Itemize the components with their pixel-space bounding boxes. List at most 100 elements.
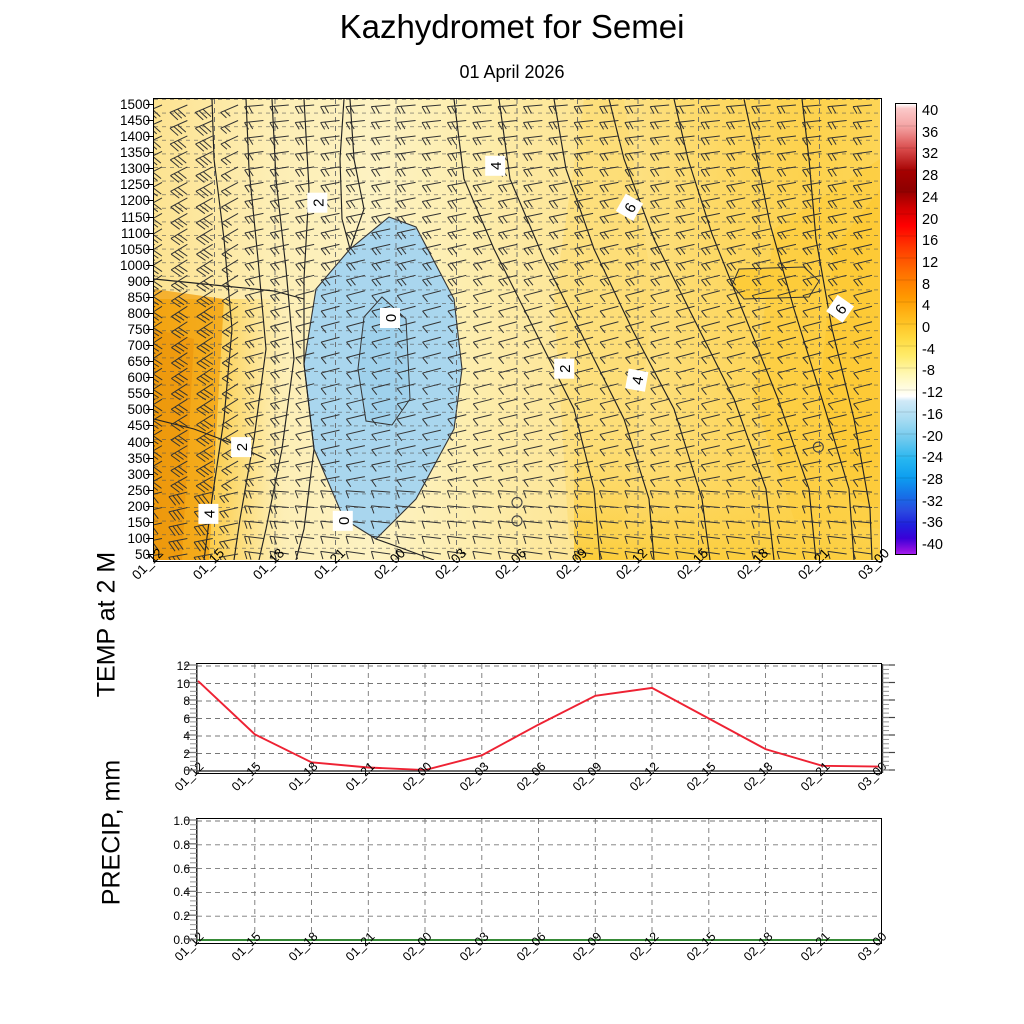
wind-barb-feather <box>523 372 530 380</box>
wind-barb-feather <box>154 527 159 535</box>
wind-barb-staff <box>371 228 391 234</box>
wind-barb-staff <box>396 445 416 451</box>
wind-barb-feather <box>174 329 185 337</box>
wind-barb-feather <box>350 263 356 270</box>
wind-barb-feather <box>248 521 252 530</box>
wind-barb-feather <box>603 106 608 114</box>
wind-barb-staff <box>523 476 543 481</box>
wind-barb-feather <box>827 388 834 396</box>
wind-barb-staff <box>700 104 720 108</box>
wind-barb-feather <box>154 172 162 180</box>
wind-barb-feather <box>701 295 707 303</box>
wind-barb-feather <box>197 541 205 551</box>
wind-barb-feather <box>320 418 327 426</box>
wind-barb-feather <box>649 536 654 545</box>
wind-barb-feather <box>221 300 230 306</box>
wind-barb-feather <box>221 206 229 213</box>
y-tick-mark <box>146 312 153 314</box>
wind-barb-feather <box>650 216 656 225</box>
wind-barb-staff <box>523 259 543 265</box>
wind-barb-feather <box>154 409 159 414</box>
wind-barb-feather <box>221 439 229 445</box>
wind-barb-staff <box>574 166 594 171</box>
y-tick-label: 1300 <box>119 161 150 177</box>
wind-barb-staff <box>396 520 416 524</box>
wind-barb-staff <box>802 398 822 405</box>
wind-barb-feather <box>502 216 508 224</box>
wind-barb-feather <box>552 184 559 192</box>
wind-barb-feather <box>320 449 327 457</box>
wind-barb-staff <box>221 305 239 317</box>
wind-barb-staff <box>221 476 239 487</box>
wind-barb-feather <box>625 310 631 318</box>
wind-barb-feather <box>196 285 207 292</box>
wind-barb-feather <box>346 295 352 303</box>
wind-barb-staff <box>574 336 594 343</box>
wind-barb-feather <box>650 295 657 303</box>
wind-barb-feather <box>396 479 402 488</box>
wind-barb-staff <box>371 259 391 265</box>
wind-barb-feather <box>154 347 160 352</box>
wind-barb-feather <box>704 137 710 145</box>
wind-barb-staff <box>371 505 391 509</box>
wind-barb-feather <box>624 449 631 457</box>
wind-barb-feather <box>624 122 630 130</box>
wind-barb-feather <box>527 263 534 270</box>
wind-barb-feather <box>273 184 280 192</box>
wind-barb-feather <box>548 449 555 457</box>
wind-barb-feather <box>170 222 181 230</box>
wind-barb-feather <box>221 393 230 399</box>
wind-barb-feather <box>831 106 837 114</box>
wind-barb-feather <box>498 326 505 334</box>
wind-barb-feather <box>853 279 859 287</box>
wind-barb-feather <box>451 247 458 255</box>
wind-barb-feather <box>244 248 251 256</box>
wind-barb-feather <box>802 153 808 162</box>
y-tick-mark <box>146 296 153 298</box>
wind-barb-staff <box>650 290 670 297</box>
wind-barb-staff <box>751 520 771 524</box>
wind-barb-staff <box>650 352 670 359</box>
wind-barb-staff <box>447 119 467 123</box>
wind-barb-feather <box>523 479 529 488</box>
wind-barb-feather <box>400 168 406 177</box>
wind-barb-feather <box>154 115 157 119</box>
wind-barb-staff <box>828 383 847 389</box>
wind-barb-feather <box>650 357 657 365</box>
wind-barb-staff <box>777 321 797 328</box>
wind-barb-staff <box>624 535 644 540</box>
wind-barb-feather <box>675 326 682 334</box>
wind-barb-staff <box>422 367 442 374</box>
wind-barb-feather <box>776 216 783 225</box>
wind-barb-feather <box>421 106 427 114</box>
y-tick-mark <box>146 345 153 347</box>
wind-barb-staff <box>295 321 315 328</box>
wind-barb-staff <box>802 460 822 466</box>
y-tick-mark <box>146 457 153 459</box>
wind-barb-feather <box>400 200 407 208</box>
wind-barb-staff <box>548 505 568 509</box>
wind-barb-feather <box>244 357 251 365</box>
wind-barb-feather <box>704 216 711 224</box>
wind-barb-feather <box>497 520 502 529</box>
wind-barb-feather <box>831 168 837 177</box>
wind-barb-staff <box>599 259 619 265</box>
wind-barb-staff <box>196 321 213 333</box>
wind-barb-staff <box>345 119 365 123</box>
wind-barb-staff <box>244 290 264 297</box>
wind-barb-feather <box>220 159 228 166</box>
wind-barb-feather <box>154 156 162 164</box>
wind-barb-staff <box>371 181 391 187</box>
temp-y-tick-label: 0 <box>183 764 190 778</box>
wind-barb-staff <box>599 150 619 155</box>
wind-barb-feather <box>173 157 183 166</box>
wind-barb-feather <box>730 168 736 177</box>
wind-barb-feather <box>295 326 302 334</box>
wind-barb-staff <box>675 445 695 451</box>
wind-barb-feather <box>371 248 377 256</box>
wind-barb-staff <box>726 505 746 509</box>
wind-barb-feather <box>320 153 326 162</box>
wind-barb-feather <box>320 248 327 256</box>
wind-barb-staff <box>396 490 416 493</box>
wind-barb-feather <box>472 122 478 130</box>
